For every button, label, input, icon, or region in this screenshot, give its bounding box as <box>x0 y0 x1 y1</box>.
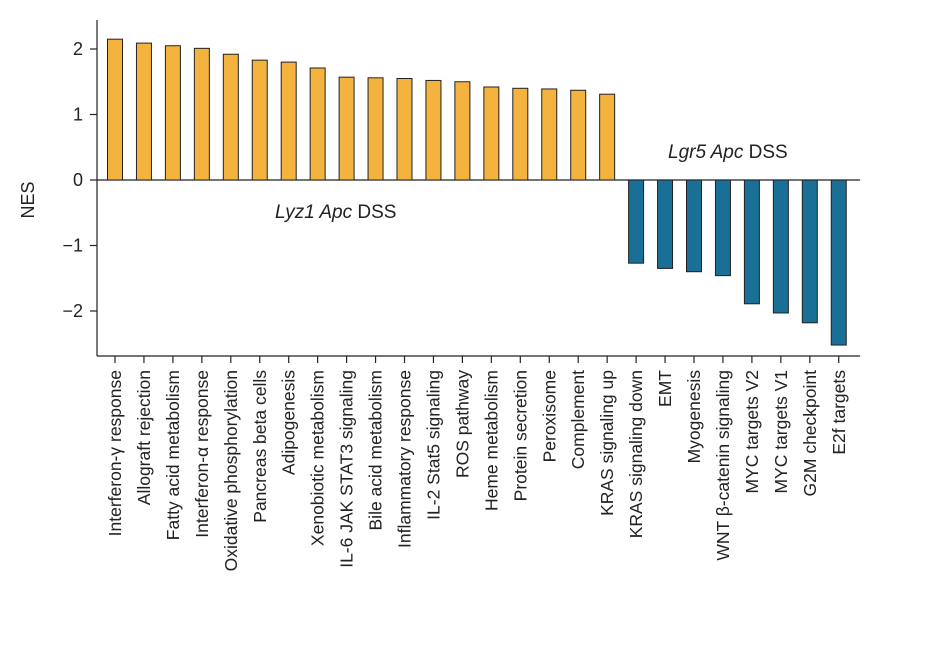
category-label: Xenobiotic metabolism <box>308 370 328 546</box>
bar-ros-pathway <box>454 81 471 181</box>
y-axis-title: NES <box>18 181 38 218</box>
group-label-lgr5: Lgr5 Apc DSS <box>668 142 788 163</box>
y-tick-label: 2 <box>73 39 83 59</box>
category-label: Allograft rejection <box>134 370 154 505</box>
category-label: Complement <box>568 370 588 469</box>
bars <box>107 38 847 346</box>
bar-il-6-jak-stat3-signaling <box>338 76 355 181</box>
category-label: Interferon-α response <box>192 370 212 538</box>
category-label: Myogenesis <box>684 370 704 464</box>
category-label: MYC targets V2 <box>742 370 762 494</box>
bar-pancreas-beta-cells <box>251 59 268 181</box>
bar-bile-acid-metabolism <box>367 77 384 181</box>
category-label: Inflammatory response <box>395 370 415 548</box>
y-tick-label: 1 <box>73 105 83 125</box>
bar-peroxisome <box>541 88 558 181</box>
category-label: WNT β-catenin signaling <box>713 370 733 561</box>
bar-adipogenesis <box>280 61 297 181</box>
category-label: ROS pathway <box>452 370 472 478</box>
category-label: G2M checkpoint <box>800 370 820 497</box>
bar-complement <box>570 89 587 181</box>
bar-g2m-checkpoint <box>801 179 818 324</box>
bar-kras-signaling-down <box>628 179 645 264</box>
bar-myogenesis <box>686 179 702 273</box>
category-label: Oxidative phosphorylation <box>221 370 241 571</box>
category-label: EMT <box>655 370 675 407</box>
category-label: E2f targets <box>829 370 849 455</box>
category-label: Interferon-γ response <box>105 370 125 536</box>
category-label: KRAS signaling up <box>597 370 617 516</box>
bar-kras-signaling-up <box>599 93 616 181</box>
category-label: Peroxisome <box>539 370 559 462</box>
bar-xenobiotic-metabolism <box>309 67 326 181</box>
bar-allograft-rejection <box>135 42 152 181</box>
bar-fatty-acid-metabolism <box>164 45 181 181</box>
bar-il-2-stat5-signaling <box>425 79 442 181</box>
category-label: Bile acid metabolism <box>366 370 386 530</box>
bar-heme-metabolism <box>483 86 500 181</box>
axes: 2 1 0 −1 −2 <box>62 20 860 363</box>
bar-oxidative-phosphorylation <box>222 53 239 181</box>
category-label: KRAS signaling down <box>626 370 646 538</box>
bar-myc-targets-v1 <box>772 179 789 314</box>
category-label: IL-2 Stat5 signaling <box>423 370 443 520</box>
y-tick-label: 0 <box>73 170 83 190</box>
bar-interferon-response <box>107 38 123 181</box>
y-tick-label: −1 <box>62 236 83 256</box>
bar-wnt-catenin-signaling <box>714 179 731 277</box>
category-label: Heme metabolism <box>481 370 501 511</box>
category-label: Pancreas beta cells <box>250 370 270 523</box>
bar-emt <box>657 179 674 269</box>
y-tick-label: −2 <box>62 301 83 321</box>
group-label-lyz1: Lyz1 Apc DSS <box>275 202 396 223</box>
bar-protein-secretion <box>512 87 529 181</box>
category-label: IL-6 JAK STAT3 signaling <box>337 370 357 568</box>
bar-myc-targets-v2 <box>743 179 760 305</box>
category-label: Protein secretion <box>510 370 530 501</box>
category-label: MYC targets V1 <box>771 370 791 494</box>
category-label: Adipogenesis <box>279 370 299 475</box>
bar-inflammatory-response <box>396 77 413 181</box>
category-label: Fatty acid metabolism <box>163 370 183 540</box>
bar-interferon-response <box>193 47 210 181</box>
category-labels: Interferon-γ response Allograft rejection… <box>105 370 849 572</box>
bar-e2f-targets <box>830 179 847 346</box>
